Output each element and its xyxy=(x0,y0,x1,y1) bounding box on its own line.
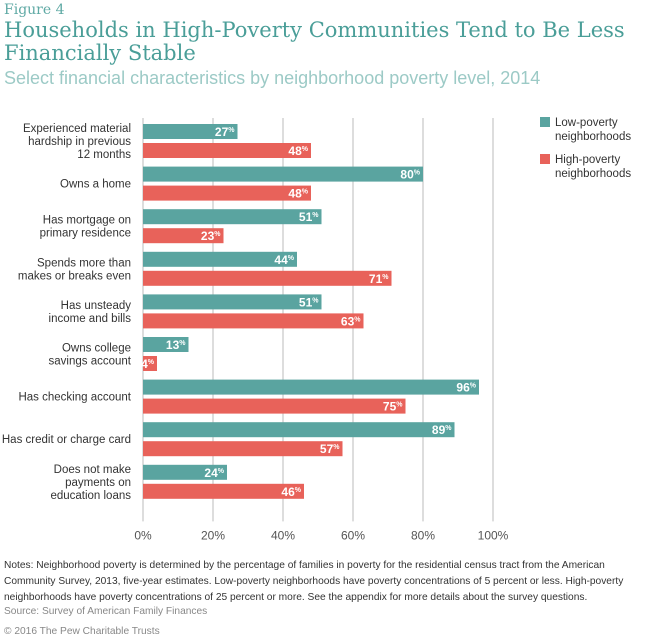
data-label: 48% xyxy=(288,144,308,158)
category-label: Owns college xyxy=(62,343,131,355)
data-label: 71% xyxy=(369,272,389,286)
category-label: education loans xyxy=(50,490,131,502)
bar xyxy=(143,422,455,438)
data-label: 51% xyxy=(299,210,319,224)
x-tick-label: 20% xyxy=(201,528,225,542)
data-label: 24% xyxy=(204,466,224,480)
bar xyxy=(143,270,392,286)
x-tick-label: 100% xyxy=(478,528,509,542)
bar-chart: 0% 20% 40% 60% 80% 100% Experienced materialha… xyxy=(2,117,631,542)
data-label: 48% xyxy=(288,187,308,201)
data-label: 4% xyxy=(141,357,155,371)
category-label: primary residence xyxy=(40,228,131,240)
category-label: Does not make xyxy=(54,464,131,476)
data-label: 63% xyxy=(341,314,361,328)
x-tick-label: 60% xyxy=(341,528,365,542)
legend-label: neighborhoods xyxy=(555,131,631,143)
bar xyxy=(143,185,311,201)
x-tick-label: 80% xyxy=(411,528,435,542)
bar xyxy=(143,313,364,329)
legend-swatch xyxy=(540,154,550,164)
data-label: 89% xyxy=(432,423,452,437)
bar xyxy=(143,441,343,457)
data-label: 13% xyxy=(166,338,186,352)
category-label: Has mortgage on xyxy=(43,215,131,227)
data-label: 80% xyxy=(400,168,420,182)
bar xyxy=(143,337,189,352)
data-label: 23% xyxy=(201,229,221,243)
category-label: Experienced material xyxy=(23,123,131,135)
bar xyxy=(143,398,406,414)
category-label: makes or breaks even xyxy=(18,270,131,282)
data-label: 57% xyxy=(320,442,340,456)
bar xyxy=(143,356,157,371)
notes: Notes: Neighborhood poverty is determine… xyxy=(4,560,624,603)
bar xyxy=(143,228,224,244)
category-label: Has checking account xyxy=(18,392,131,404)
copyright: © 2016 The Pew Charitable Trusts xyxy=(4,626,160,637)
bar xyxy=(143,166,423,182)
category-label: Has unsteady xyxy=(61,300,132,312)
x-tick-label: 0% xyxy=(134,528,152,542)
bar xyxy=(143,483,304,499)
figure-label: Figure 4 xyxy=(4,2,65,18)
bar xyxy=(143,124,238,139)
bar xyxy=(143,209,322,225)
legend-swatch xyxy=(540,117,550,127)
data-label: 51% xyxy=(299,295,319,309)
chart-title: Households in High-Poverty Communities T… xyxy=(4,18,625,65)
bar xyxy=(143,379,479,395)
bar xyxy=(143,251,297,267)
bar xyxy=(143,294,322,310)
bar xyxy=(143,464,227,480)
category-label: Has credit or charge card xyxy=(2,434,131,446)
legend-label: High-poverty xyxy=(555,154,620,166)
category-label: savings account xyxy=(49,356,132,368)
data-label: 96% xyxy=(456,381,476,395)
bar xyxy=(143,143,311,158)
category-label: income and bills xyxy=(49,313,132,325)
source: Source: Survey of American Family Financ… xyxy=(4,606,208,617)
data-label: 27% xyxy=(215,125,235,139)
data-label: 44% xyxy=(274,253,294,267)
legend-label: neighborhoods xyxy=(555,168,631,180)
chart-subtitle: Select financial characteristics by neig… xyxy=(4,68,541,88)
category-label: payments on xyxy=(65,477,131,489)
category-label: Spends more than xyxy=(37,257,131,269)
category-label: hardship in previous xyxy=(28,136,131,148)
data-label: 75% xyxy=(383,400,403,414)
legend-label: Low-poverty xyxy=(555,117,618,129)
category-label: 12 months xyxy=(77,149,131,161)
x-tick-label: 40% xyxy=(271,528,295,542)
data-label: 46% xyxy=(281,485,301,499)
category-label: Owns a home xyxy=(60,179,131,191)
